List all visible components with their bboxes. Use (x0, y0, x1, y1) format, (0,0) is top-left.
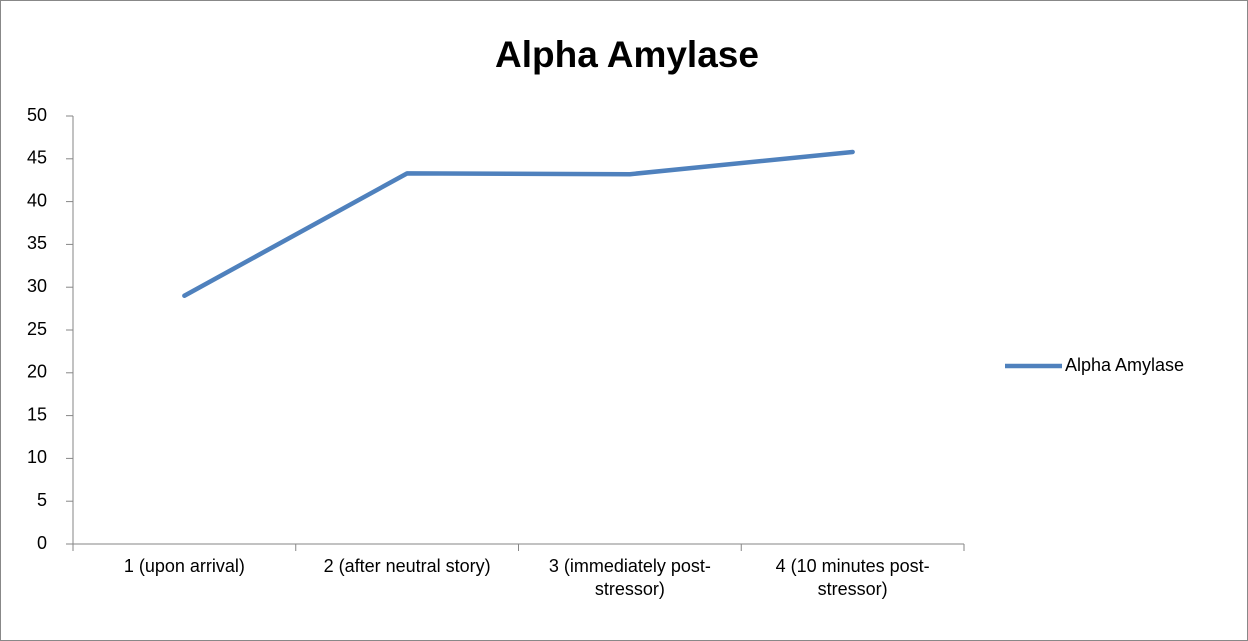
y-tick-label: 25 (27, 319, 47, 339)
y-tick-label: 50 (27, 105, 47, 125)
y-tick-label: 15 (27, 404, 47, 424)
x-tick-label: 2 (after neutral story) (323, 556, 491, 576)
legend-label: Alpha Amylase (1065, 355, 1184, 375)
data-line (182, 149, 855, 299)
y-tick-label: 0 (37, 533, 47, 553)
x-tick-label: 1 (upon arrival) (123, 556, 245, 576)
x-tick-label: 4 (10 minutes post-stressor) (775, 556, 930, 599)
y-tick-label: 45 (27, 148, 47, 168)
y-tick-label: 5 (37, 490, 47, 510)
y-tick-label: 30 (27, 276, 47, 296)
y-tick-label: 10 (27, 447, 47, 467)
chart-title: Alpha Amylase (495, 34, 759, 75)
y-tick-label: 35 (27, 233, 47, 253)
y-tick-label: 20 (27, 362, 47, 382)
x-tick-label: 3 (immediately post-stressor) (548, 556, 711, 599)
y-tick-label: 40 (27, 190, 47, 210)
